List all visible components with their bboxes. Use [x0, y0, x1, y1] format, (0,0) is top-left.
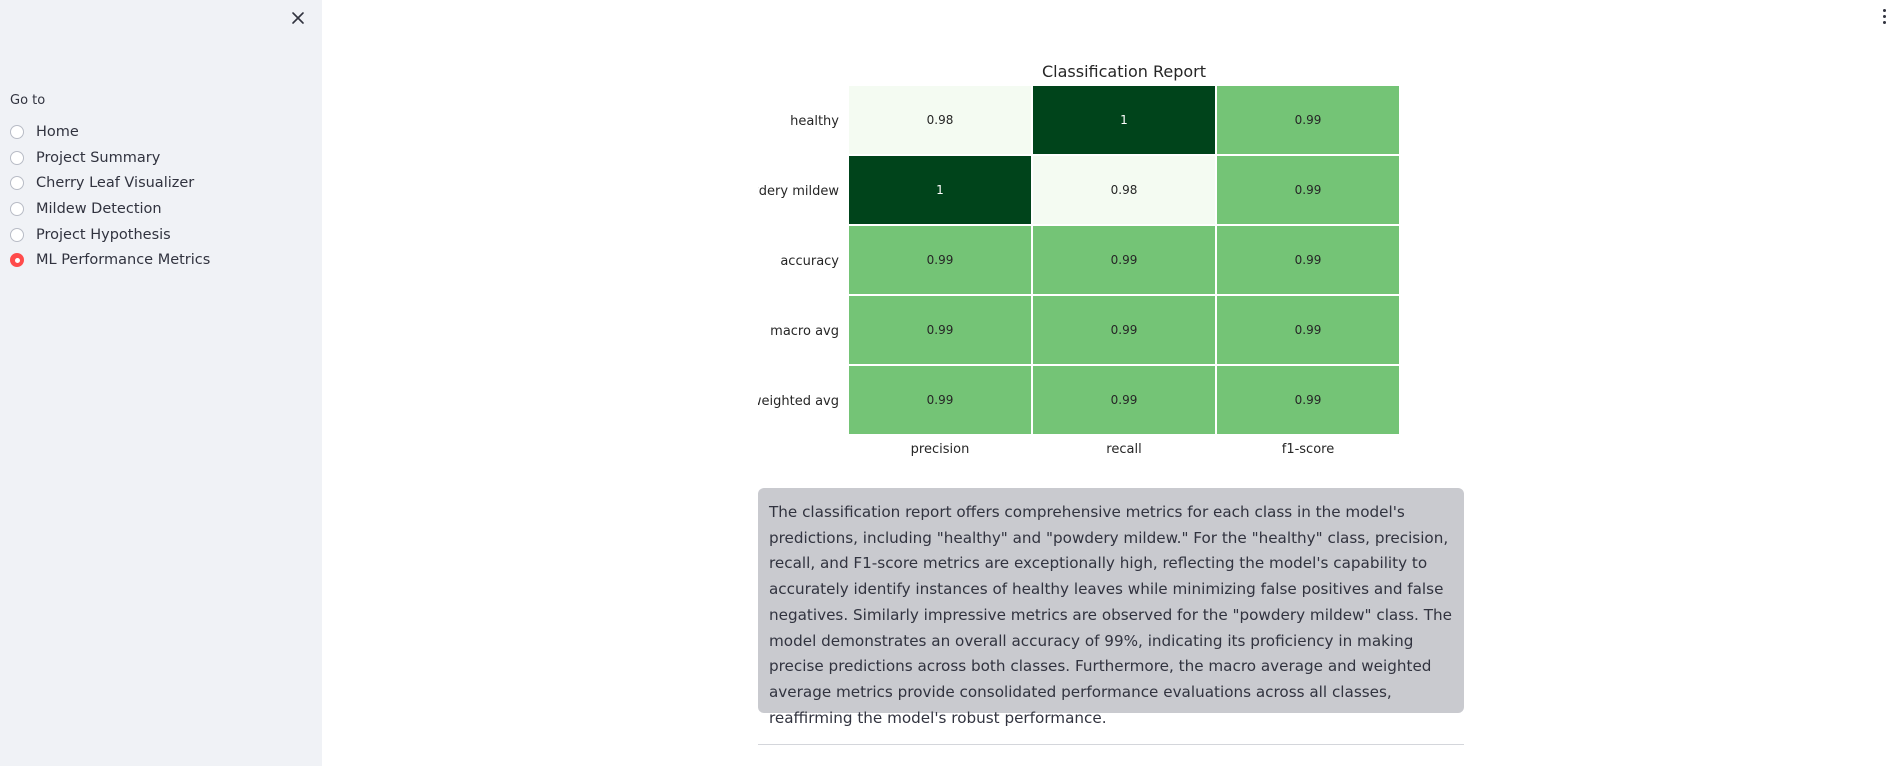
heatmap-cell — [1217, 226, 1399, 294]
info-text: The classification report offers compreh… — [769, 503, 1452, 727]
sidebar: Go to Home Project Summary Cherry Leaf V… — [0, 0, 322, 766]
column-tick-label: precision — [911, 442, 970, 456]
info-callout: The classification report offers compreh… — [758, 488, 1464, 727]
chart-title: Classification Report — [1042, 62, 1206, 81]
heatmap-cell — [1033, 156, 1215, 224]
radio-button-selected[interactable] — [10, 253, 24, 268]
nav-item-mildew-detection[interactable]: Mildew Detection — [10, 196, 210, 222]
radio-button[interactable] — [10, 124, 24, 139]
heatmap-cell — [1033, 226, 1215, 294]
cell-value-label: 0.98 — [1111, 183, 1138, 197]
heatmap-cell — [1217, 86, 1399, 154]
classification-report-heatmap: Classification Report healthy 0.98 1 0.99 pow… — [758, 62, 1399, 456]
radio-button[interactable] — [10, 176, 24, 191]
close-icon — [292, 12, 304, 24]
nav-item-label: Home — [36, 123, 79, 140]
cell-value-label: 0.99 — [1295, 393, 1322, 407]
heatmap-cell — [1033, 296, 1215, 364]
radio-button[interactable] — [10, 201, 24, 216]
kebab-menu-icon — [1882, 8, 1886, 12]
nav-item-cherry-leaf-visualizer[interactable]: Cherry Leaf Visualizer — [10, 170, 210, 196]
heatmap-cell — [1033, 86, 1215, 154]
column-tick-label: f1-score — [1282, 442, 1334, 456]
main-menu-button[interactable] — [1878, 6, 1890, 26]
divider — [758, 744, 1464, 745]
cell-value-label: 0.99 — [1295, 113, 1322, 127]
row-tick-label: weighted avg — [758, 394, 839, 409]
heatmap-cell — [1217, 296, 1399, 364]
row-tick-label: macro avg — [770, 324, 839, 339]
cell-value-label: 0.99 — [1111, 393, 1138, 407]
cell-value-label: 0.99 — [927, 393, 954, 407]
radio-button[interactable] — [10, 150, 24, 165]
cell-value-label: 0.98 — [927, 113, 954, 127]
cell-value-label: 0.99 — [1295, 183, 1322, 197]
cell-value-label: 1 — [936, 183, 944, 197]
nav-item-ml-performance-metrics[interactable]: ML Performance Metrics — [10, 247, 210, 273]
column-tick-label: recall — [1106, 442, 1141, 456]
cell-value-label: 0.99 — [1295, 323, 1322, 337]
radio-button[interactable] — [10, 227, 24, 242]
nav-item-label: Project Hypothesis — [36, 226, 171, 243]
nav-item-label: Cherry Leaf Visualizer — [36, 175, 195, 192]
heatmap-cell — [1217, 366, 1399, 434]
heatmap-cell — [849, 86, 1031, 154]
heatmap-cell — [849, 156, 1031, 224]
navigation-radio-group: Home Project Summary Cherry Leaf Visuali… — [10, 119, 210, 273]
cell-value-label: 0.99 — [1111, 323, 1138, 337]
row-tick-label: accuracy — [780, 254, 839, 269]
cell-value-label: 0.99 — [1295, 253, 1322, 267]
heatmap-cell — [849, 296, 1031, 364]
nav-item-project-hypothesis[interactable]: Project Hypothesis — [10, 222, 210, 248]
heatmap-cell — [1033, 366, 1215, 434]
nav-item-home[interactable]: Home — [10, 119, 210, 145]
close-sidebar-button[interactable] — [286, 6, 310, 30]
row-tick-label: healthy — [790, 114, 839, 129]
classification-report-chart: Classification Report healthy 0.98 1 0.99 pow… — [758, 56, 1418, 456]
nav-item-label: ML Performance Metrics — [36, 252, 211, 269]
row-tick-label: powdery mildew — [758, 184, 839, 199]
nav-item-label: Project Summary — [36, 149, 161, 166]
heatmap-cell — [849, 226, 1031, 294]
heatmap-cell — [849, 366, 1031, 434]
heatmap-cell — [1217, 156, 1399, 224]
navigation-label: Go to — [10, 93, 46, 108]
cell-value-label: 1 — [1120, 113, 1128, 127]
nav-item-project-summary[interactable]: Project Summary — [10, 145, 210, 171]
cell-value-label: 0.99 — [927, 253, 954, 267]
cell-value-label: 0.99 — [927, 323, 954, 337]
cell-value-label: 0.99 — [1111, 253, 1138, 267]
nav-item-label: Mildew Detection — [36, 200, 162, 217]
